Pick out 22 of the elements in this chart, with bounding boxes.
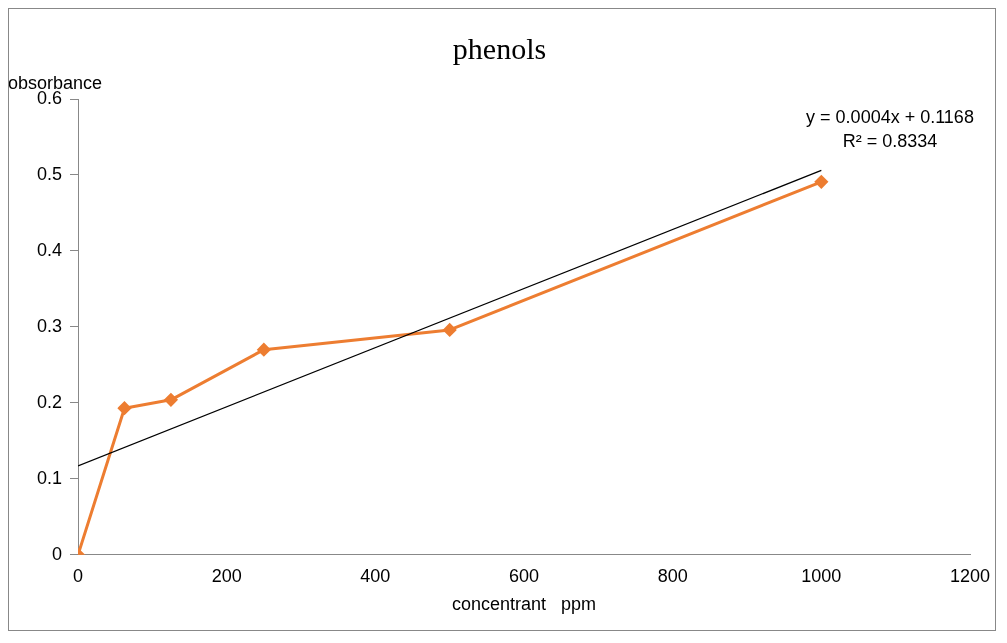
x-axis-title: concentrant ppm <box>451 594 597 615</box>
chart-title: phenols <box>452 31 547 65</box>
x-tick-label: 200 <box>211 565 242 586</box>
y-tick-label: 0.2 <box>36 391 63 412</box>
annotation: y = 0.0004x + 0.1168 <box>806 106 974 127</box>
y-tick-label: 0.5 <box>36 163 63 184</box>
point <box>164 393 178 407</box>
x-tick-label: 0 <box>73 565 84 586</box>
annotation: R² = 0.8334 <box>842 130 938 151</box>
y-tick-label: 0.4 <box>36 239 63 260</box>
x-tick-label: 800 <box>657 565 688 586</box>
point <box>443 323 457 337</box>
x-tick-label: 1200 <box>949 565 991 586</box>
y-tick-label: 0 <box>52 543 63 564</box>
x-tick-label: 1000 <box>801 565 842 586</box>
x-tick-label: 400 <box>360 565 391 586</box>
point <box>117 401 131 415</box>
x-tick-label: 600 <box>508 565 540 586</box>
y-tick-label: 0.1 <box>36 467 63 488</box>
point <box>814 175 828 189</box>
point <box>257 343 271 357</box>
y-tick-label: 0.3 <box>36 315 63 336</box>
